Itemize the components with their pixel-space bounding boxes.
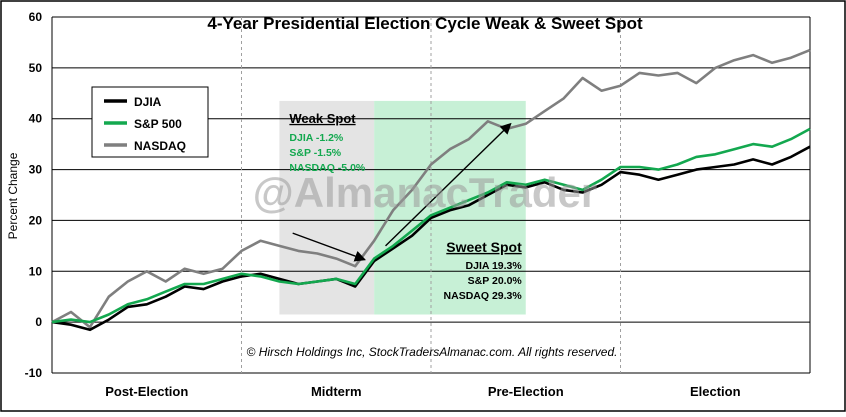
legend-label: NASDAQ	[134, 139, 186, 153]
y-tick-label: 0	[35, 315, 42, 329]
series-line-s-p-500	[51, 127, 811, 324]
series-line-nasdaq	[51, 48, 811, 329]
y-tick-label: 30	[29, 163, 43, 177]
y-tick-label: 40	[29, 112, 43, 126]
weak-spot-stat: S&P -1.5%	[289, 147, 341, 159]
trend-arrow	[385, 122, 512, 247]
sweet-spot-stat: NASDAQ 29.3%	[444, 290, 523, 302]
x-phase-label: Election	[690, 384, 741, 399]
sweet-spot-title: Sweet Spot	[446, 239, 522, 255]
y-tick-label: 20	[29, 213, 43, 227]
sweet-spot-stat: S&P 20.0%	[468, 275, 523, 287]
weak-spot-stat: DJIA -1.2%	[289, 132, 344, 144]
y-tick-label: 60	[29, 10, 43, 24]
copyright-text: © Hirsch Holdings Inc, StockTradersAlman…	[247, 345, 618, 359]
x-phase-label: Midterm	[311, 384, 362, 399]
chart-title: 4-Year Presidential Election Cycle Weak …	[207, 14, 643, 33]
y-axis-label: Percent Change	[6, 152, 20, 239]
x-phase-label: Pre-Election	[488, 384, 564, 399]
legend-label: DJIA	[134, 95, 162, 109]
sweet-spot-stat: DJIA 19.3%	[466, 260, 523, 272]
legend-label: S&P 500	[134, 117, 182, 131]
watermark-text: @AlmanacTrader	[253, 169, 597, 216]
weak-spot-stat: NASDAQ -5.0%	[289, 162, 366, 174]
weak-spot-title: Weak Spot	[289, 111, 356, 126]
x-phase-label: Post-Election	[105, 384, 188, 399]
y-tick-label: 50	[29, 61, 43, 75]
y-tick-label: -10	[25, 366, 43, 380]
y-tick-label: 10	[29, 264, 43, 278]
trend-arrow	[292, 232, 366, 262]
series-line-djia	[51, 145, 811, 332]
